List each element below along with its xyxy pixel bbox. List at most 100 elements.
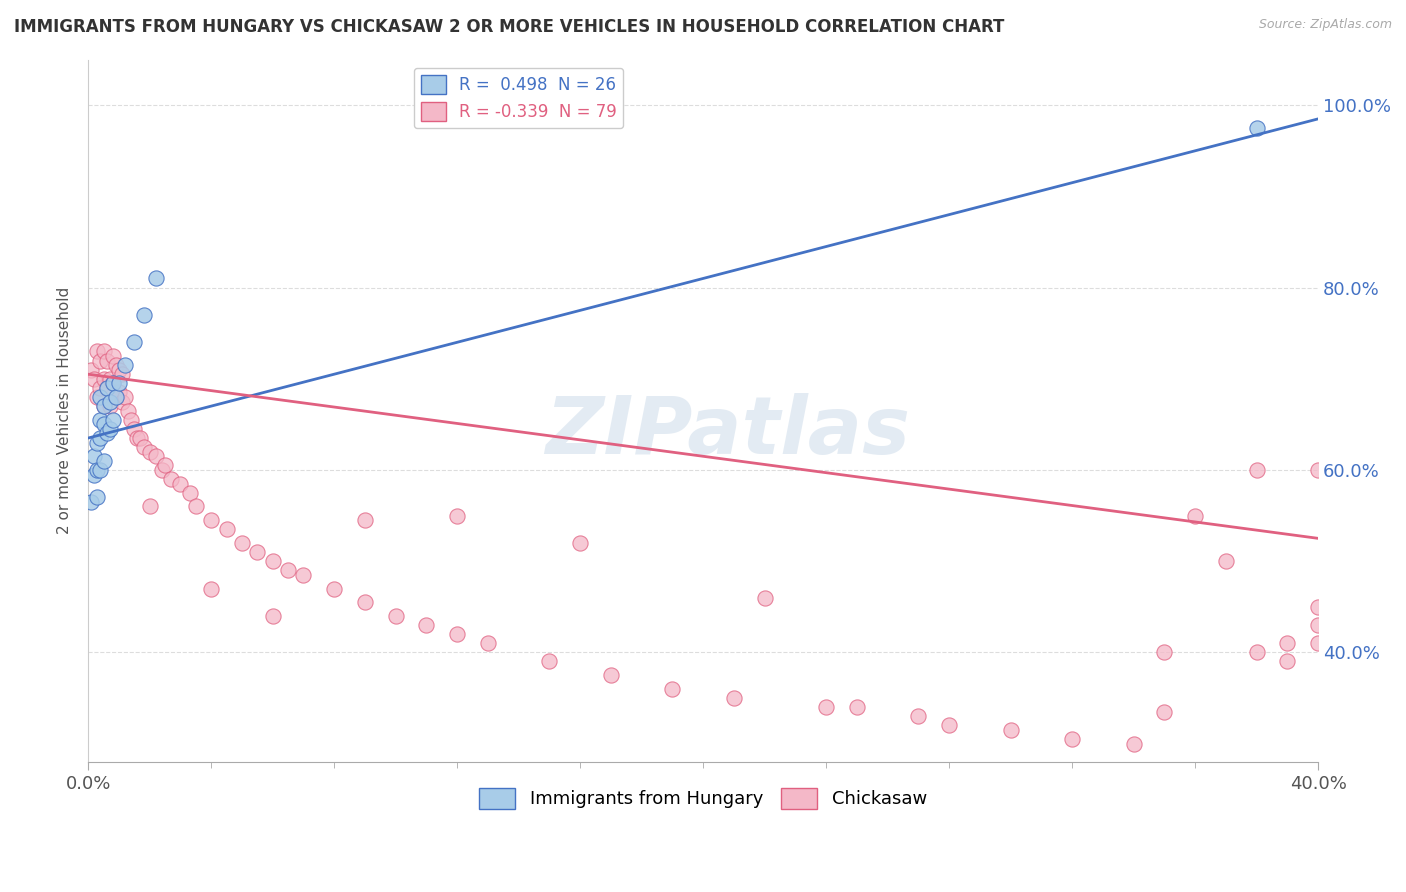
Point	[1277, 655, 1299, 669]
Point	[127, 431, 149, 445]
Point	[262, 608, 284, 623]
Point	[117, 403, 139, 417]
Point	[93, 399, 115, 413]
Point	[179, 485, 201, 500]
Point	[415, 618, 437, 632]
Y-axis label: 2 or more Vehicles in Household: 2 or more Vehicles in Household	[58, 287, 72, 534]
Point	[89, 431, 111, 445]
Point	[93, 399, 115, 413]
Point	[153, 458, 176, 473]
Point	[1308, 599, 1330, 614]
Point	[98, 399, 121, 413]
Point	[104, 390, 127, 404]
Point	[1062, 731, 1084, 746]
Point	[477, 636, 499, 650]
Point	[96, 381, 118, 395]
Point	[89, 353, 111, 368]
Point	[93, 372, 115, 386]
Text: Source: ZipAtlas.com: Source: ZipAtlas.com	[1258, 18, 1392, 31]
Point	[80, 495, 103, 509]
Point	[1308, 463, 1330, 477]
Legend: Immigrants from Hungary, Chickasaw: Immigrants from Hungary, Chickasaw	[472, 780, 934, 816]
Point	[129, 431, 152, 445]
Point	[83, 372, 105, 386]
Point	[111, 394, 134, 409]
Point	[1246, 463, 1268, 477]
Point	[277, 563, 299, 577]
Point	[184, 500, 207, 514]
Point	[661, 681, 683, 696]
Point	[200, 582, 222, 596]
Point	[1308, 636, 1330, 650]
Point	[124, 422, 146, 436]
Text: IMMIGRANTS FROM HUNGARY VS CHICKASAW 2 OR MORE VEHICLES IN HOUSEHOLD CORRELATION: IMMIGRANTS FROM HUNGARY VS CHICKASAW 2 O…	[14, 18, 1004, 36]
Point	[169, 476, 191, 491]
Point	[446, 508, 468, 523]
Point	[1000, 723, 1022, 737]
Point	[845, 700, 868, 714]
Point	[98, 422, 121, 436]
Point	[86, 463, 108, 477]
Point	[231, 536, 253, 550]
Point	[120, 413, 142, 427]
Point	[132, 440, 155, 454]
Point	[1277, 636, 1299, 650]
Point	[354, 595, 377, 609]
Point	[89, 413, 111, 427]
Point	[754, 591, 776, 605]
Point	[98, 372, 121, 386]
Point	[80, 362, 103, 376]
Point	[1246, 645, 1268, 659]
Point	[538, 655, 561, 669]
Point	[815, 700, 838, 714]
Point	[114, 390, 136, 404]
Point	[138, 444, 160, 458]
Text: ZIPatlas: ZIPatlas	[546, 392, 910, 471]
Point	[1122, 737, 1144, 751]
Point	[246, 545, 269, 559]
Point	[86, 344, 108, 359]
Point	[1308, 618, 1330, 632]
Point	[1153, 645, 1175, 659]
Point	[907, 709, 929, 723]
Point	[96, 353, 118, 368]
Point	[384, 608, 406, 623]
Point	[93, 454, 115, 468]
Point	[723, 690, 745, 705]
Point	[145, 271, 167, 285]
Point	[93, 417, 115, 432]
Point	[86, 435, 108, 450]
Point	[86, 390, 108, 404]
Point	[938, 718, 960, 732]
Point	[1153, 705, 1175, 719]
Point	[108, 362, 131, 376]
Point	[89, 463, 111, 477]
Point	[262, 554, 284, 568]
Point	[89, 381, 111, 395]
Point	[138, 500, 160, 514]
Point	[292, 567, 315, 582]
Point	[111, 368, 134, 382]
Point	[132, 308, 155, 322]
Point	[108, 376, 131, 391]
Point	[101, 376, 124, 391]
Point	[160, 472, 183, 486]
Point	[93, 344, 115, 359]
Point	[101, 349, 124, 363]
Point	[96, 381, 118, 395]
Point	[150, 463, 173, 477]
Point	[599, 668, 621, 682]
Point	[1246, 120, 1268, 135]
Point	[96, 426, 118, 441]
Point	[114, 358, 136, 372]
Point	[108, 385, 131, 400]
Point	[86, 491, 108, 505]
Point	[83, 450, 105, 464]
Point	[446, 627, 468, 641]
Point	[89, 390, 111, 404]
Point	[101, 413, 124, 427]
Point	[83, 467, 105, 482]
Point	[354, 513, 377, 527]
Point	[98, 394, 121, 409]
Point	[1215, 554, 1237, 568]
